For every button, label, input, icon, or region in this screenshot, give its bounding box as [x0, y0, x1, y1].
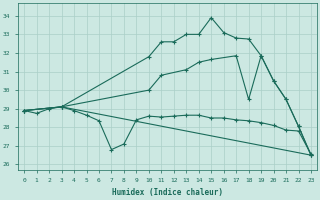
X-axis label: Humidex (Indice chaleur): Humidex (Indice chaleur) [112, 188, 223, 197]
